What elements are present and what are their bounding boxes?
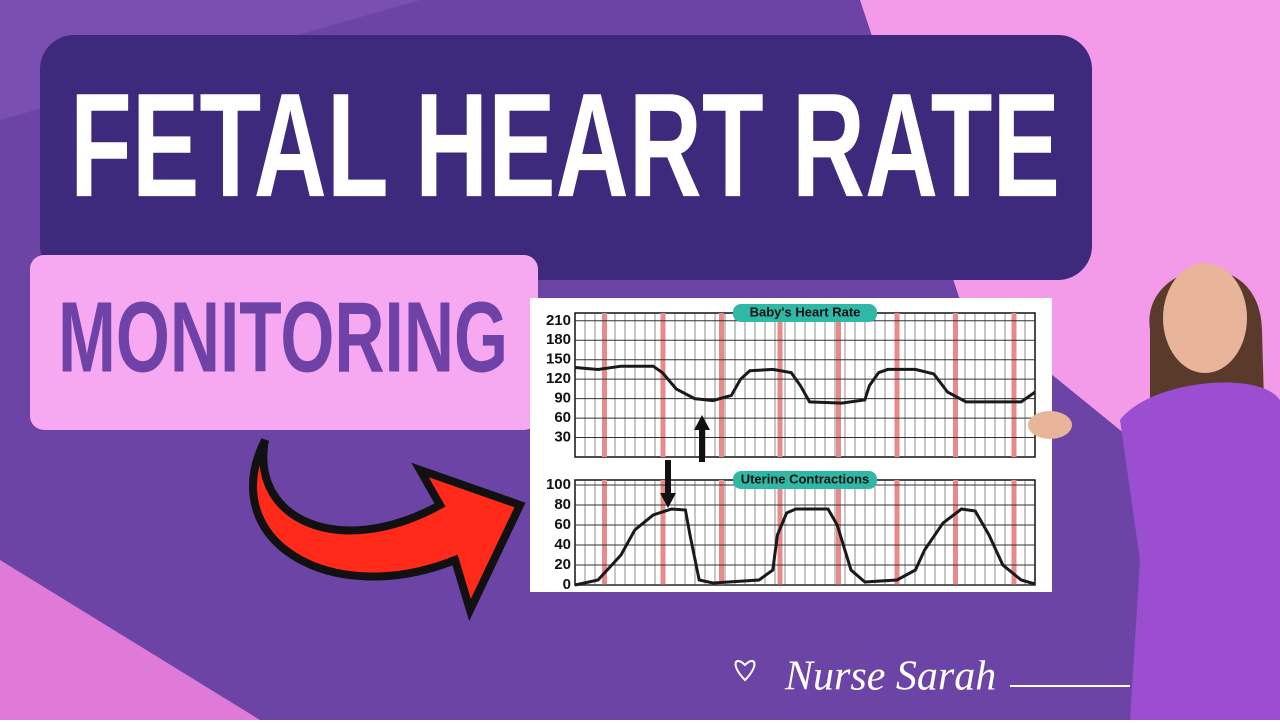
y-tick-label: 20 — [554, 556, 571, 573]
scrubs — [1120, 382, 1280, 720]
data-line — [574, 364, 1036, 405]
minute-stripe — [1011, 313, 1017, 457]
minute-stripe — [602, 480, 607, 585]
chart-title: Uterine Contractions — [741, 471, 870, 486]
minute-stripe — [660, 313, 666, 457]
face — [1163, 263, 1247, 373]
brand: Nurse Sarah — [784, 654, 996, 700]
red-arrow — [249, 438, 526, 622]
person — [1028, 263, 1280, 720]
minute-stripe — [953, 480, 958, 585]
minute-stripe — [894, 480, 900, 585]
y-tick-label: 150 — [546, 351, 571, 368]
minute-stripe — [777, 313, 783, 457]
minute-stripe — [602, 313, 607, 457]
y-tick-label: 120 — [546, 370, 571, 387]
arrow-down — [660, 460, 676, 508]
arrow-up — [694, 415, 710, 462]
chart-title-pill — [733, 471, 877, 489]
minute-stripe — [660, 480, 666, 585]
minute-stripe — [894, 313, 900, 457]
hand — [1028, 411, 1072, 439]
minute-stripe — [719, 480, 724, 585]
bg-shape — [0, 560, 260, 720]
y-tick-label: 80 — [554, 496, 571, 513]
y-tick-label: 60 — [554, 516, 571, 533]
subtitle: MONITORING — [58, 281, 508, 393]
y-tick-label: 210 — [546, 312, 571, 329]
minute-stripe — [1011, 480, 1017, 585]
title: FETAL HEART RATE — [70, 63, 1060, 228]
y-tick-label: 180 — [546, 331, 571, 348]
charts: 30 60 90 120 150 180 210 Baby's Heart Rate 0 20 40… — [546, 304, 1036, 593]
y-tick-label: 40 — [554, 536, 571, 553]
minute-stripe — [953, 313, 958, 457]
title-box — [40, 35, 1092, 280]
subtitle-box — [30, 255, 538, 430]
y-tick-label: 30 — [554, 429, 571, 446]
y-tick-label: 0 — [563, 576, 571, 593]
minute-stripe — [836, 313, 841, 457]
heart-icon — [734, 660, 756, 682]
y-tick-label: 100 — [546, 476, 571, 493]
y-tick-label: 90 — [554, 390, 571, 407]
y-tick-label: 60 — [554, 409, 571, 426]
chart-title-pill — [733, 304, 877, 322]
minute-stripe — [719, 313, 724, 457]
chart-title: Baby's Heart Rate — [750, 304, 861, 319]
data-line — [574, 507, 1036, 587]
